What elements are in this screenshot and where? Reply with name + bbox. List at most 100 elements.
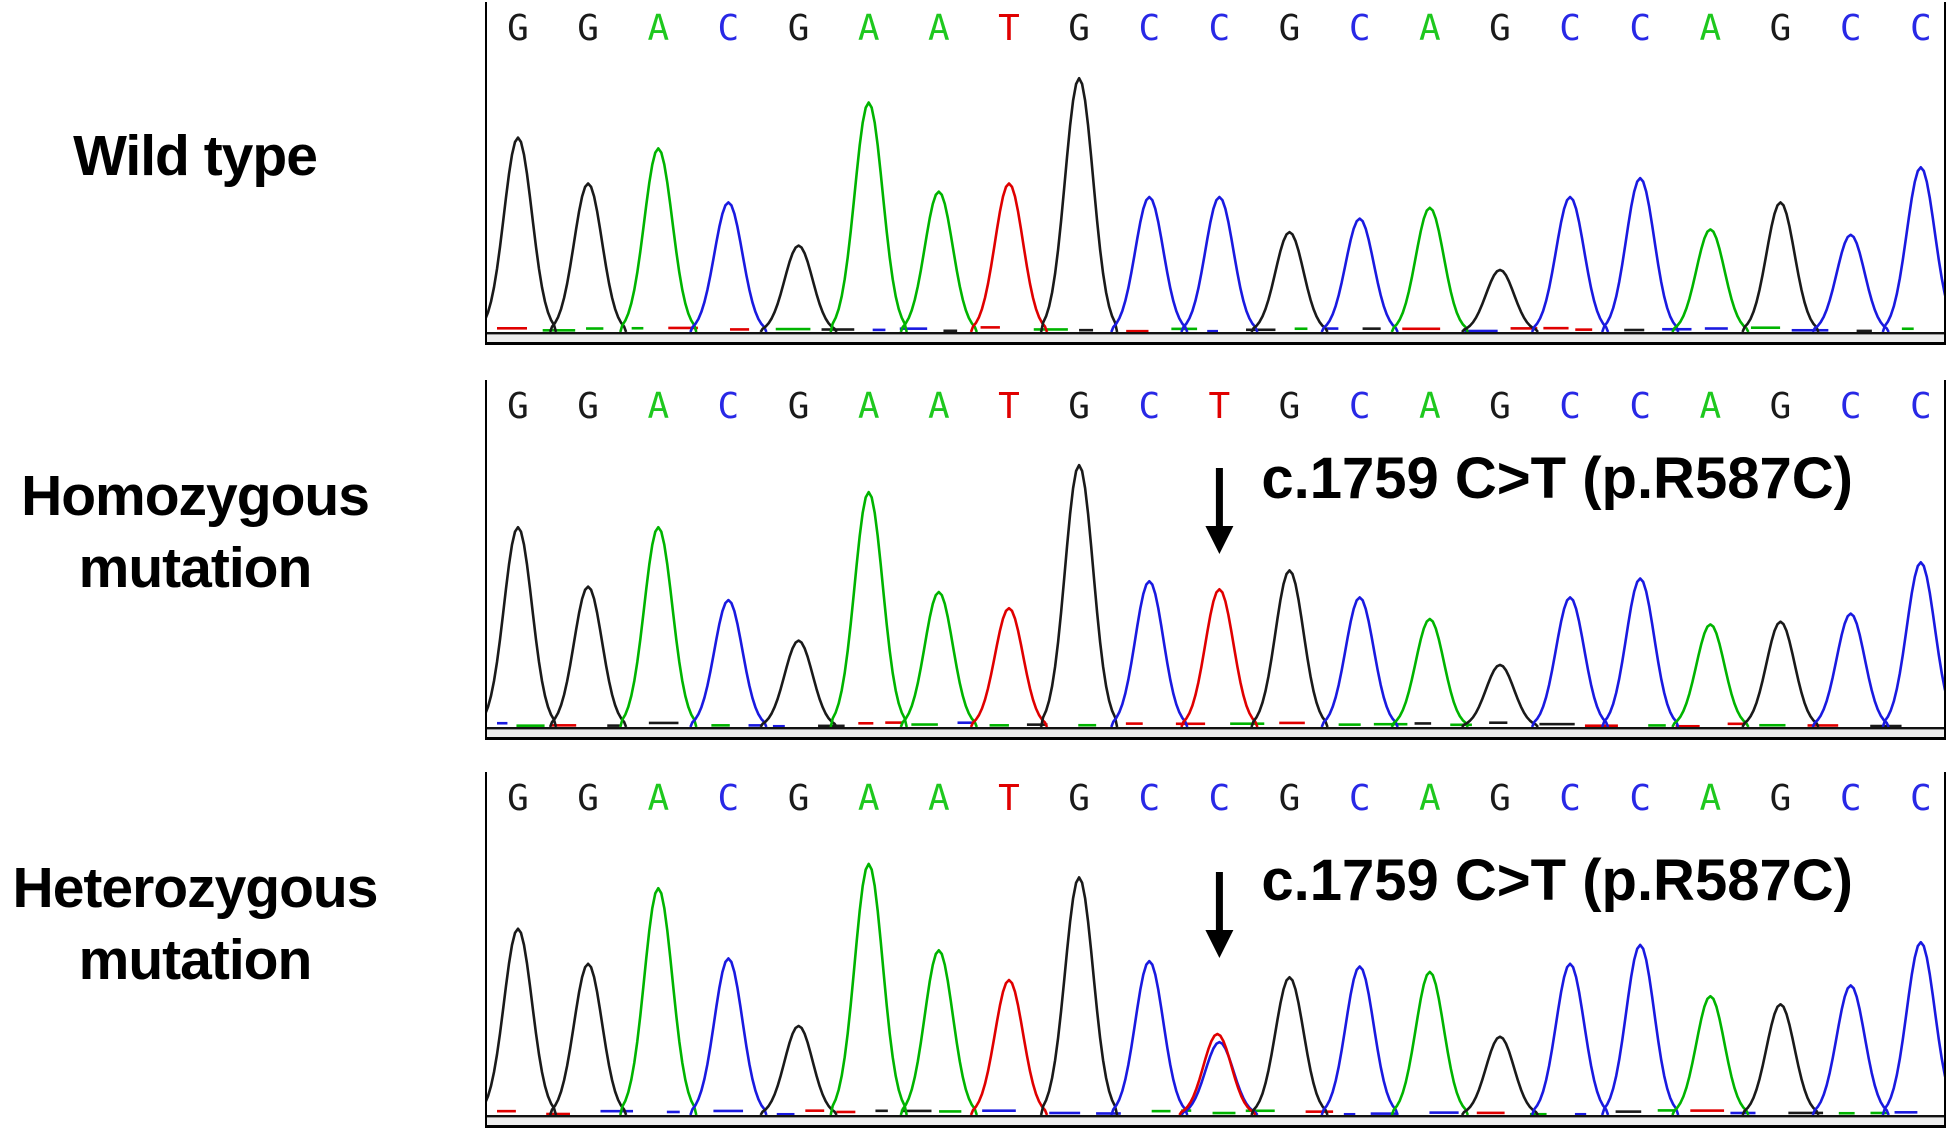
baseline-noise-blip <box>989 724 1009 727</box>
base-call-g-1: G <box>507 386 529 427</box>
baseline-noise-blip <box>1727 722 1746 726</box>
trace-peak-g-9 <box>1039 876 1119 1116</box>
baseline-noise-blip <box>1212 1111 1236 1115</box>
trace-peak-a-6 <box>829 490 908 728</box>
baseline-noise-blip <box>982 1109 1016 1112</box>
baseline-noise-blip <box>858 721 874 725</box>
base-call-c-13: C <box>1349 8 1371 49</box>
baseline-noise-blip <box>1838 1111 1855 1115</box>
baseline-noise-blip <box>1894 1111 1918 1114</box>
baseline-noise-blip <box>1414 722 1432 725</box>
baseline-noise-blip <box>1343 1112 1356 1116</box>
baseline-noise-blip <box>1171 327 1198 331</box>
baseline-noise-blip <box>1402 327 1441 331</box>
baseline-noise-blip <box>711 724 730 727</box>
trace-peak-c-21 <box>1881 561 1944 728</box>
baseline-noise-blip <box>1870 1111 1889 1115</box>
baseline-groove <box>487 1117 1944 1125</box>
baseline-noise-blip <box>666 1110 680 1114</box>
trace-peak-g-2 <box>548 962 628 1116</box>
baseline-noise-blip <box>1750 326 1781 330</box>
base-call-g-12: G <box>1279 778 1301 819</box>
baseline <box>487 727 1944 730</box>
base-call-a-3: A <box>647 778 669 819</box>
row-label-homozygous-mutation: Homozygous mutation <box>21 464 370 600</box>
trace-peak-g-1 <box>487 927 558 1116</box>
baseline-noise-blip <box>1151 1109 1171 1113</box>
baseline-noise-blip <box>1791 328 1829 332</box>
base-call-g-2: G <box>577 778 599 819</box>
baseline-noise-blip <box>900 1109 932 1113</box>
baseline-noise-blip <box>1574 1112 1587 1116</box>
baseline-noise-blip <box>980 326 1000 329</box>
baseline-noise-blip <box>1049 1111 1081 1115</box>
baseline-noise-blip <box>957 721 977 725</box>
base-call-t-8: T <box>998 778 1020 819</box>
baseline-noise-blip <box>772 724 785 728</box>
trace-peak-a-3 <box>619 886 698 1116</box>
base-call-c-21: C <box>1910 8 1932 49</box>
trace-peak-a-14 <box>1390 617 1469 728</box>
trace-peak-g-12 <box>1250 569 1329 728</box>
baseline <box>487 1115 1944 1118</box>
base-call-t-8: T <box>998 386 1020 427</box>
trace-peak-a-7 <box>899 590 979 728</box>
base-call-a-18: A <box>1700 8 1722 49</box>
base-call-a-6: A <box>858 386 880 427</box>
base-call-t-8: T <box>998 8 1020 49</box>
trace-peak-overlay-t-11 <box>1178 1032 1257 1116</box>
base-call-a-3: A <box>647 8 669 49</box>
base-call-g-9: G <box>1068 778 1090 819</box>
baseline-noise-blip <box>1246 328 1276 332</box>
trace-peak-c-16 <box>1530 962 1610 1116</box>
baseline-noise-blip <box>748 724 762 727</box>
baseline-noise-blip <box>1575 328 1593 331</box>
base-call-c-16: C <box>1559 778 1581 819</box>
baseline-noise-blip <box>1648 724 1666 727</box>
trace-peak-c-17 <box>1600 577 1680 728</box>
base-call-c-13: C <box>1349 778 1371 819</box>
baseline-noise-blip <box>1096 1112 1121 1115</box>
base-call-g-2: G <box>577 386 599 427</box>
base-call-a-6: A <box>858 8 880 49</box>
baseline-noise-blip <box>821 328 855 331</box>
trace-peak-c-20 <box>1811 233 1890 333</box>
base-call-g-1: G <box>507 778 529 819</box>
chromatogram-canvas: G G A C G A A T G C C G C A G C C A G C Cc.1759 C>T (p.R587C… <box>487 778 1944 1125</box>
baseline-noise-blip <box>885 721 904 724</box>
baseline-noise-blip <box>1326 327 1339 330</box>
baseline-noise-blip <box>1078 723 1097 727</box>
baseline-noise-blip <box>1901 327 1914 331</box>
trace-peak-c-4 <box>689 598 768 728</box>
baseline-noise-blip <box>1033 328 1068 331</box>
baseline-noise-blip <box>1788 1111 1824 1115</box>
baseline-noise-blip <box>1450 723 1472 727</box>
baseline-noise-blip <box>1807 724 1839 727</box>
base-call-a-14: A <box>1419 8 1441 49</box>
trace-peak-c-17 <box>1600 176 1680 333</box>
trace-peak-g-15 <box>1461 663 1539 728</box>
trace-peak-g-9 <box>1039 76 1119 333</box>
trace-peak-g-15 <box>1460 1035 1540 1116</box>
mutation-annotation: c.1759 C>T (p.R587C) <box>1261 848 1853 913</box>
baseline-noise-blip <box>1175 722 1206 726</box>
baseline-noise-blip <box>1615 1110 1642 1113</box>
trace-peak-c-13 <box>1320 965 1399 1116</box>
mutation-arrow-head <box>1205 930 1234 958</box>
trace-peak-g-19 <box>1741 620 1820 728</box>
trace-peak-g-5 <box>759 639 838 728</box>
baseline-noise-blip <box>899 327 928 330</box>
base-call-c-10: C <box>1138 386 1160 427</box>
mutation-arrow-shaft <box>1215 468 1223 526</box>
trace-peak-a-14 <box>1390 970 1470 1116</box>
trace-peak-c-21 <box>1881 166 1944 333</box>
base-call-a-18: A <box>1700 386 1722 427</box>
base-call-g-12: G <box>1279 386 1301 427</box>
trace-peak-a-7 <box>899 190 979 333</box>
baseline-noise-blip <box>1543 326 1569 330</box>
baseline-noise-blip <box>1539 722 1575 726</box>
base-call-g-5: G <box>788 778 810 819</box>
